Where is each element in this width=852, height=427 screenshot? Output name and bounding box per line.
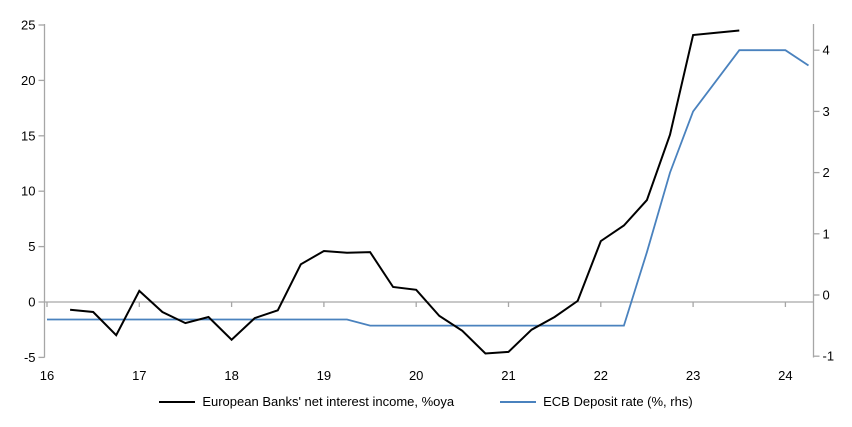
x-axis-tick-label: 23: [686, 368, 700, 383]
x-axis-tick-label: 24: [778, 368, 792, 383]
x-axis-tick-label: 20: [409, 368, 423, 383]
legend-label-nii: European Banks' net interest income, %oy…: [202, 394, 455, 409]
x-axis-tick-label: 18: [224, 368, 238, 383]
left-axis-tick-label: 10: [21, 184, 35, 199]
legend-item-ecb-rate: ECB Deposit rate (%, rhs): [500, 394, 693, 409]
left-axis-tick-label: -5: [24, 350, 36, 365]
legend-label-ecb-rate: ECB Deposit rate (%, rhs): [543, 394, 693, 409]
right-axis-tick-label: 2: [823, 165, 830, 180]
left-axis-tick-label: 15: [21, 128, 35, 143]
series-line-ecb-deposit-rate: [47, 49, 809, 327]
x-axis-tick-label: 19: [317, 368, 331, 383]
left-axis-tick-label: 0: [28, 295, 35, 310]
right-axis-tick-label: 3: [823, 104, 830, 119]
left-axis-tick-label: 25: [21, 18, 35, 33]
left-axis-tick-label: 5: [28, 239, 35, 254]
series-line-banks-net-interest-income: [70, 29, 740, 355]
right-axis-tick-label: 1: [823, 226, 830, 241]
x-axis-tick-label: 21: [501, 368, 515, 383]
x-axis-tick-label: 17: [132, 368, 146, 383]
nii-line-swatch-icon: [159, 400, 196, 403]
x-axis-tick-label: 22: [594, 368, 608, 383]
right-axis-tick-label: -1: [823, 349, 835, 364]
right-axis-tick-label: 0: [823, 288, 830, 303]
legend-item-nii: European Banks' net interest income, %oy…: [159, 394, 454, 409]
left-axis-tick-label: 20: [21, 73, 35, 88]
right-axis-tick-label: 4: [823, 43, 830, 58]
x-axis-tick-label: 16: [40, 368, 54, 383]
ecb-rate-line-swatch-icon: [500, 400, 537, 403]
chart-legend: European Banks' net interest income, %oy…: [0, 394, 852, 409]
